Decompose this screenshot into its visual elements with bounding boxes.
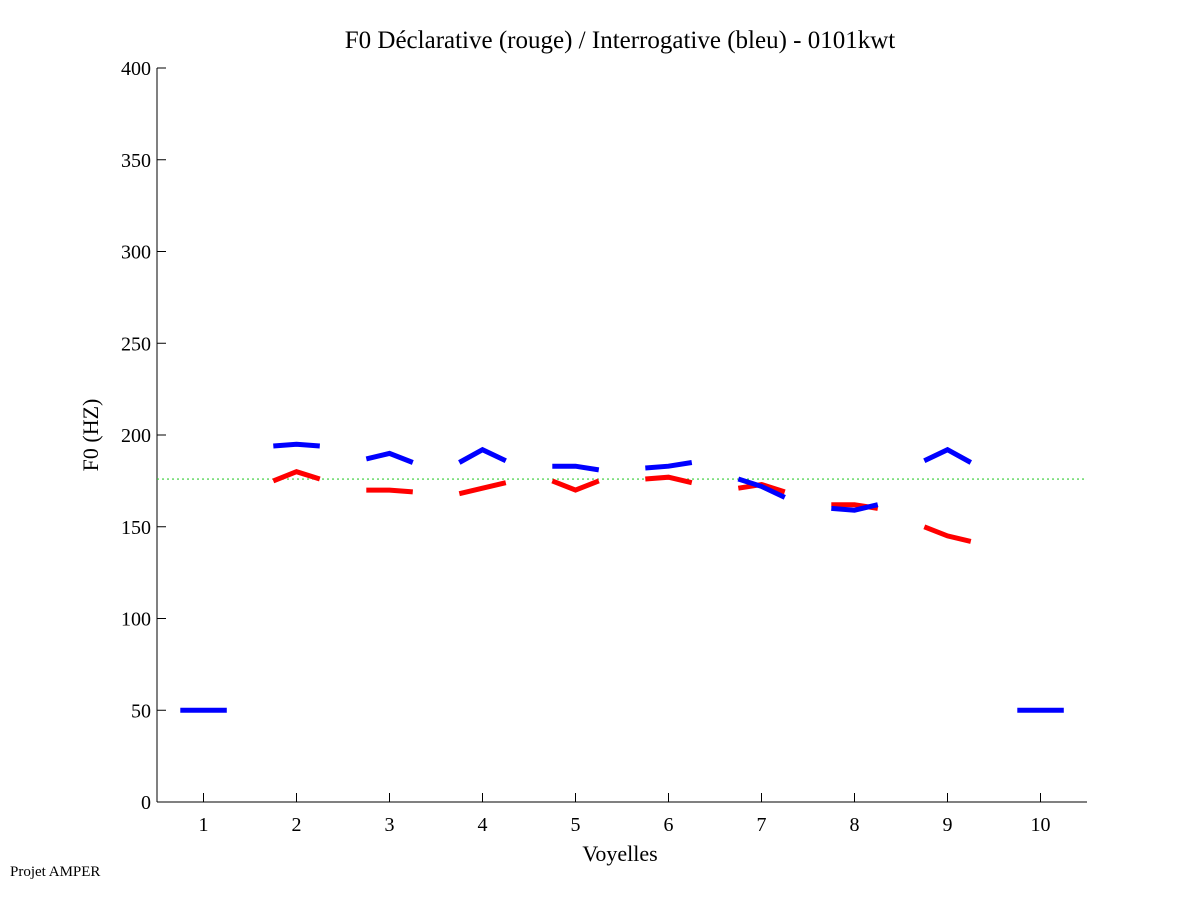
- y-tick-label: 200: [121, 425, 151, 447]
- x-axis-label: Voyelles: [582, 841, 657, 866]
- series-segment-vowel-3: [366, 487, 413, 495]
- x-tick-label: 2: [292, 814, 302, 836]
- series-segment-vowel-7: [737, 476, 786, 500]
- series-segment-vowel-5: [551, 478, 600, 493]
- y-tick-label: 400: [121, 58, 151, 80]
- x-tick-label: 5: [571, 814, 581, 836]
- x-tick-label: 4: [478, 814, 488, 836]
- series-segment-vowel-9: [923, 524, 972, 544]
- axes: 0 50 100 150 200 250 300 350 400 1 2 3 4 5 6 7 8 9 10: [121, 58, 1087, 836]
- series-segment-vowel-2: [272, 469, 321, 484]
- series-segment-vowel-8: [831, 502, 879, 513]
- y-tick-label: 50: [131, 700, 151, 722]
- x-tick-label: 3: [385, 814, 395, 836]
- series-segment-vowel-6: [645, 460, 693, 471]
- x-tick-label: 10: [1031, 814, 1051, 836]
- y-tick-label: 100: [121, 609, 151, 631]
- y-axis-label: F0 (HZ): [78, 399, 103, 472]
- series-segment-vowel-4: [458, 480, 507, 497]
- series-segment-vowel-9: [923, 446, 973, 465]
- x-tick-label: 8: [850, 814, 860, 836]
- chart-title: F0 Déclarative (rouge) / Interrogative (…: [345, 27, 896, 54]
- y-tick-label: 150: [121, 517, 151, 539]
- x-tick-label: 6: [664, 814, 674, 836]
- series-segment-vowel-5: [552, 463, 600, 473]
- series-interrogative: [180, 441, 1064, 713]
- x-tick-label: 9: [943, 814, 953, 836]
- x-tick-label: 7: [757, 814, 767, 836]
- y-tick-label: 350: [121, 150, 151, 172]
- series-segment-vowel-6: [645, 474, 693, 486]
- footer-credit: Projet AMPER: [10, 864, 101, 880]
- y-tick-label: 300: [121, 242, 151, 264]
- series-segment-vowel-4: [458, 446, 507, 465]
- y-tick-label: 250: [121, 333, 151, 355]
- series-segment-vowel-2: [273, 441, 320, 449]
- series-group: [180, 441, 1064, 713]
- y-tick-label: 0: [141, 792, 151, 814]
- series-segment-vowel-3: [365, 450, 414, 465]
- x-tick-label: 1: [199, 814, 209, 836]
